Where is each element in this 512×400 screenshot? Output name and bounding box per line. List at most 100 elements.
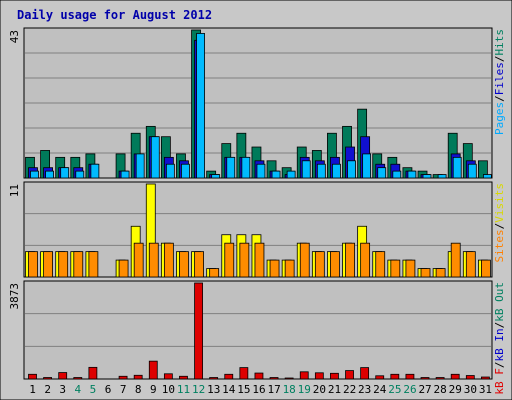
middle-legend-item: Visits xyxy=(493,183,506,223)
x-tick-label: 9 xyxy=(150,383,157,396)
middle-bar-sites xyxy=(435,268,446,278)
x-tick-label: 3 xyxy=(59,383,66,396)
top-legend-separator: / xyxy=(493,56,506,63)
middle-bar-sites xyxy=(194,251,204,278)
chart-title: Daily usage for August 2012 xyxy=(17,8,212,22)
middle-bar-sites xyxy=(224,242,235,278)
top-bar-pages xyxy=(271,170,281,179)
top-bar-pages xyxy=(422,174,432,179)
x-tick-label: 18 xyxy=(283,383,296,396)
top-bar-pages xyxy=(362,153,372,179)
top-bar-pages xyxy=(392,170,402,179)
bottom-bar-kb-f xyxy=(28,373,37,380)
middle-bar-sites xyxy=(28,251,38,278)
x-tick-label: 24 xyxy=(373,383,387,396)
bottom-bar-kb-f xyxy=(435,377,445,380)
top-bar-pages xyxy=(120,170,130,179)
x-tick-label: 14 xyxy=(222,383,236,396)
top-bar-pages xyxy=(452,156,462,179)
bottom-bar-kb-f xyxy=(375,375,385,380)
x-tick-label: 4 xyxy=(75,383,82,396)
middle-bar-sites xyxy=(269,259,280,278)
top-bar-pages xyxy=(60,167,70,179)
x-tick-label: 10 xyxy=(162,383,175,396)
middle-max-label: 11 xyxy=(8,184,21,197)
bottom-bar-kb-f xyxy=(88,366,98,380)
middle-bar-sites xyxy=(118,259,129,278)
x-tick-label: 2 xyxy=(44,383,51,396)
bottom-bar-kb-f xyxy=(299,371,309,380)
x-tick-label: 20 xyxy=(313,383,326,396)
x-tick-label: 30 xyxy=(464,383,477,396)
x-tick-label: 31 xyxy=(479,383,492,396)
top-bar-pages xyxy=(135,153,145,179)
middle-bar-sites xyxy=(405,259,416,278)
bottom-bar-kb-f xyxy=(330,372,339,380)
bottom-bar-kb-f xyxy=(269,377,279,380)
bottom-bar-kb-f xyxy=(465,375,475,380)
top-legend-item: Files xyxy=(493,62,506,95)
bottom-bar-kb-f xyxy=(360,367,370,380)
bottom-bar-kb-f xyxy=(58,372,68,380)
x-tick-label: 6 xyxy=(105,383,112,396)
top-bar-pages xyxy=(437,174,447,179)
middle-bar-sites xyxy=(299,242,310,278)
top-bar-pages xyxy=(377,167,387,179)
top-bar-pages xyxy=(241,156,251,179)
middle-bar-sites xyxy=(450,242,461,278)
middle-bar-sites xyxy=(73,251,84,278)
x-tick-label: 26 xyxy=(403,383,416,396)
bottom-max-label: 3873 xyxy=(8,283,21,310)
bottom-bar-kb-f xyxy=(345,370,354,380)
middle-bar-sites xyxy=(133,242,144,278)
top-bar-pages xyxy=(316,163,326,179)
middle-bar-sites xyxy=(375,251,386,278)
top-legend: Pages/Files/Hits xyxy=(493,29,506,135)
bottom-legend-separator: / xyxy=(493,362,506,369)
top-legend-item: Hits xyxy=(493,29,506,56)
bottom-bar-kb-f xyxy=(450,373,460,380)
x-tick-label: 17 xyxy=(267,383,280,396)
bottom-bar-kb-f xyxy=(73,377,83,380)
top-bar-pages xyxy=(30,170,39,179)
x-tick-label: 28 xyxy=(434,383,447,396)
middle-bar-sites xyxy=(179,251,189,278)
middle-bar-sites xyxy=(209,268,220,278)
top-bar-pages xyxy=(45,170,54,179)
bottom-legend-item: kB F xyxy=(493,368,506,395)
middle-legend: Sites/Visits xyxy=(493,183,506,263)
x-tick-label: 21 xyxy=(328,383,341,396)
top-bar-pages xyxy=(332,163,341,179)
x-tick-label: 12 xyxy=(192,383,205,396)
middle-bar-sites xyxy=(239,242,250,278)
top-bar-pages xyxy=(467,163,477,179)
middle-bar-sites xyxy=(314,251,325,278)
middle-bar-sites xyxy=(390,259,401,278)
middle-bar-sites xyxy=(43,251,53,278)
bottom-bar-kb-f xyxy=(314,372,324,380)
top-bar-pages xyxy=(347,160,356,179)
top-max-label: 43 xyxy=(8,30,21,43)
bottom-legend-item: kB Out xyxy=(493,282,506,322)
middle-bar-sites xyxy=(254,242,265,278)
bottom-bar-kb-f xyxy=(405,373,415,380)
middle-bar-sites xyxy=(360,242,371,278)
top-bar-pages xyxy=(196,33,205,179)
bottom-bar-kb-f xyxy=(179,375,188,380)
x-tick-label: 11 xyxy=(177,383,190,396)
x-tick-label: 22 xyxy=(343,383,356,396)
bottom-bar-kb-f xyxy=(194,282,203,380)
middle-bar-sites xyxy=(481,259,491,278)
middle-bar-sites xyxy=(465,251,476,278)
bottom-bar-kb-f xyxy=(481,376,490,380)
bottom-legend: kB F/kB In/kB Out xyxy=(493,282,506,395)
x-tick-label: 1 xyxy=(29,383,36,396)
middle-bar-sites xyxy=(163,242,174,278)
top-bar-pages xyxy=(75,170,85,179)
bottom-bar-kb-f xyxy=(284,377,294,380)
bottom-bar-kb-f xyxy=(209,377,219,380)
bottom-bar-kb-f xyxy=(163,373,173,380)
x-tick-label: 29 xyxy=(449,383,462,396)
